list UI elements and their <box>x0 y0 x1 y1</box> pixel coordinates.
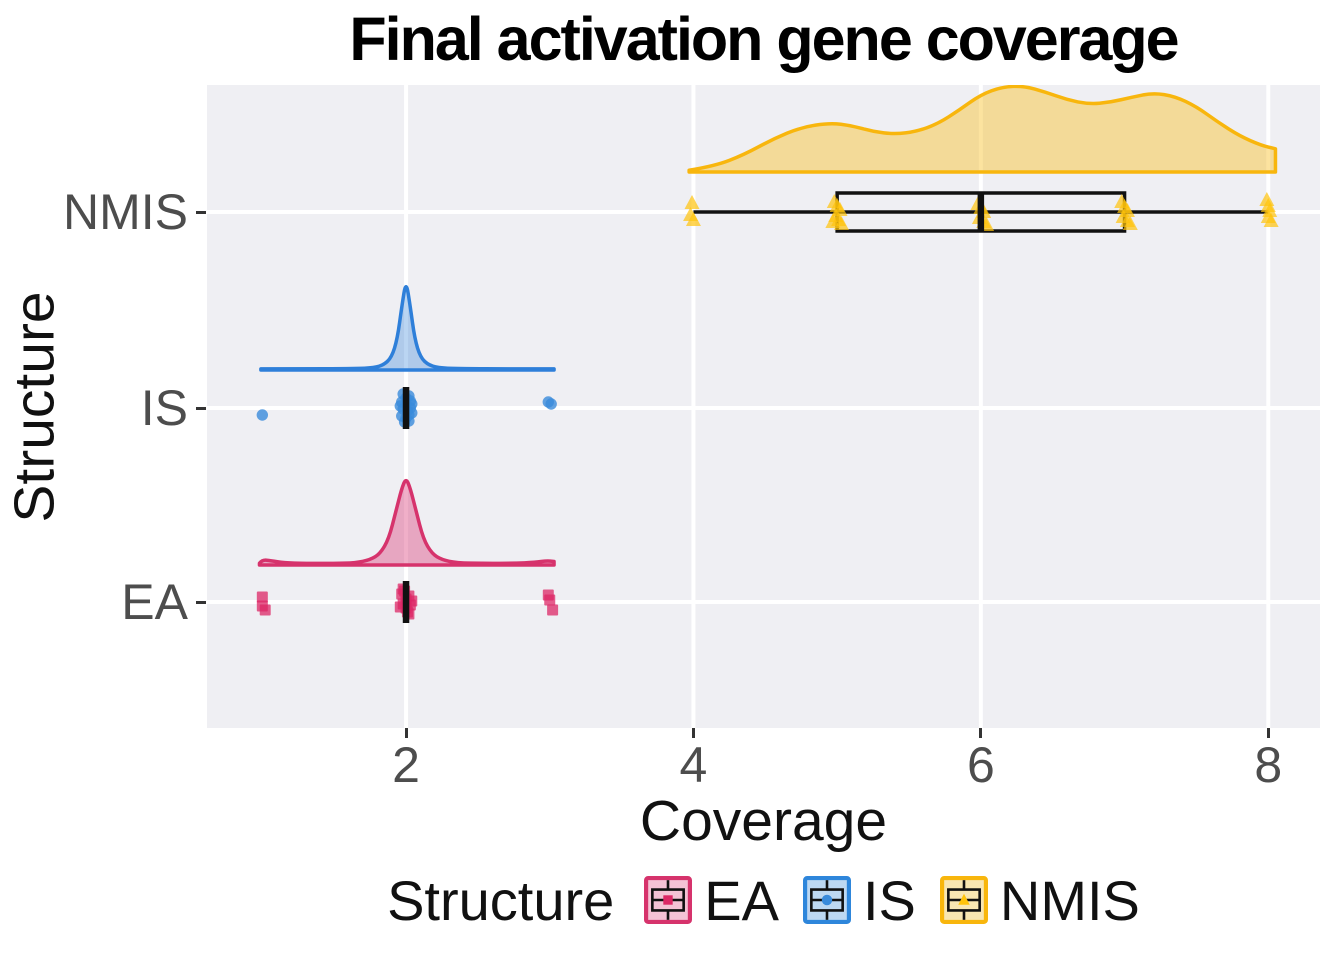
legend-item-EA: EA <box>644 868 779 933</box>
density-IS <box>259 285 556 372</box>
x-tick-mark-4 <box>691 728 695 738</box>
legend-items: EA IS NMIS <box>644 868 1140 933</box>
point-IS <box>256 409 269 421</box>
y-tick-label-EA: EA <box>121 574 188 630</box>
point-EA <box>547 604 559 616</box>
x-tick-label-4: 4 <box>679 737 708 793</box>
legend: Structure EA IS NMIS <box>207 862 1320 938</box>
point-EA <box>256 591 268 603</box>
legend-label-IS: IS <box>862 868 916 932</box>
raincloud-chart <box>207 85 1320 728</box>
legend-item-NMIS: NMIS <box>939 868 1140 933</box>
x-tick-label-8: 8 <box>1254 737 1283 793</box>
y-tick-mark-NMIS <box>196 210 206 214</box>
legend-label-EA: EA <box>704 868 779 932</box>
x-tick-label-2: 2 <box>392 737 420 793</box>
legend-label-NMIS: NMIS <box>999 868 1140 932</box>
density-EA <box>257 478 556 567</box>
point-EA <box>259 604 271 616</box>
x-tick-mark-6 <box>979 728 983 738</box>
density-NMIS <box>687 85 1278 174</box>
y-tick-label-IS: IS <box>140 380 188 436</box>
y-tick-mark-IS <box>196 406 206 410</box>
legend-item-IS: IS <box>802 868 916 933</box>
chart-title: Final activation gene coverage <box>349 5 1179 73</box>
legend-key-NMIS-boxplot-icon <box>939 876 988 924</box>
point-NMIS <box>1122 216 1138 230</box>
point-NMIS <box>684 195 700 209</box>
y-tick-label-NMIS: NMIS <box>63 184 188 240</box>
x-tick-mark-8 <box>1266 728 1270 738</box>
x-tick-mark-2 <box>404 728 408 738</box>
legend-key-EA-boxplot-icon <box>644 876 693 924</box>
point-IS <box>545 398 557 410</box>
point-NMIS <box>825 214 841 228</box>
y-tick-mark-EA <box>196 600 206 604</box>
point-NMIS <box>1263 213 1279 227</box>
plot-panel <box>207 85 1320 728</box>
legend-title: Structure <box>387 868 615 932</box>
point-NMIS <box>685 212 701 226</box>
x-tick-label-6: 6 <box>966 737 995 793</box>
x-axis-title: Coverage <box>639 789 888 853</box>
point-EA <box>544 594 556 606</box>
legend-key-IS-boxplot-icon <box>802 876 851 924</box>
